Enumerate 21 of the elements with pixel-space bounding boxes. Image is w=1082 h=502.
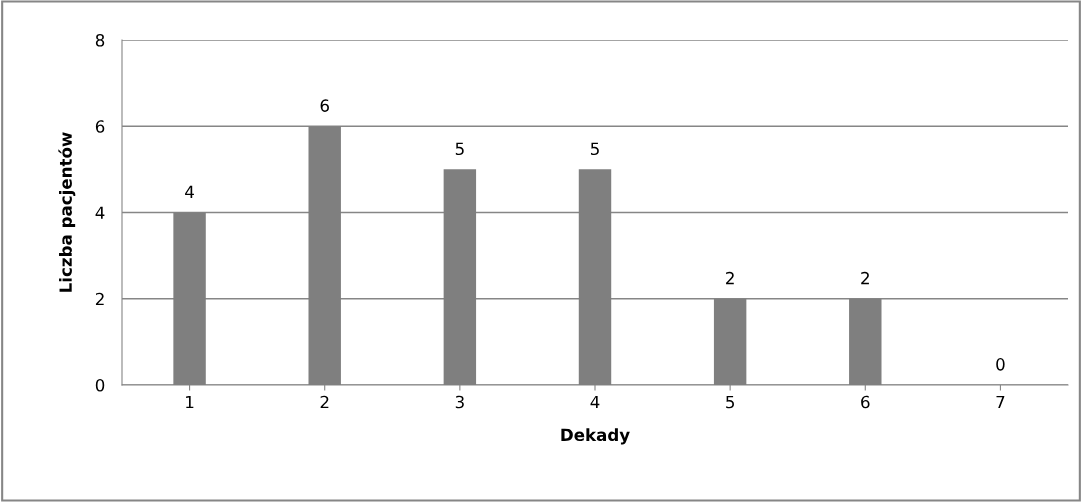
x-tick-label: 1 xyxy=(186,395,194,409)
x-tick-label: 3 xyxy=(455,395,464,409)
x-tick-label: 5 xyxy=(726,395,734,409)
data-label: 6 xyxy=(320,99,329,112)
y-tick-label: 0 xyxy=(95,378,105,392)
x-tick-label: 4 xyxy=(590,395,600,409)
data-label: 2 xyxy=(726,271,734,285)
y-tick-label: 6 xyxy=(95,120,105,133)
data-label: 5 xyxy=(455,142,464,156)
data-label: 5 xyxy=(590,142,599,156)
data-label: 4 xyxy=(185,185,194,198)
x-tick-label: 7 xyxy=(996,395,1005,409)
y-tick-label: 2 xyxy=(95,292,104,306)
y-tick-label: 4 xyxy=(95,206,105,219)
data-label: 2 xyxy=(861,271,869,285)
y-tick-label: 8 xyxy=(95,33,105,47)
y-axis-title: Liczba pacjentów xyxy=(58,132,76,292)
data-label: 0 xyxy=(996,358,1005,371)
x-tick-label: 2 xyxy=(320,395,329,409)
x-tick-label: 6 xyxy=(861,395,870,409)
x-axis-title: Dekady xyxy=(561,428,630,445)
